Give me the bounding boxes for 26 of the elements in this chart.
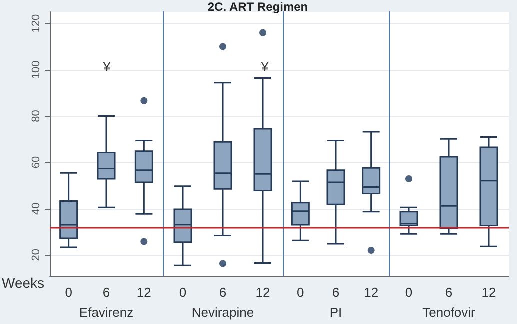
x-tick-label: 0 xyxy=(179,285,187,300)
y-tick-label: 40 xyxy=(30,202,42,215)
x-tick-label: 6 xyxy=(445,285,453,300)
y-tick-label: 100 xyxy=(30,60,42,80)
x-tick-label: 12 xyxy=(256,285,270,300)
y-tick-label: 20 xyxy=(30,249,42,262)
x-tick-label: 0 xyxy=(297,285,304,300)
x-tick-label: 0 xyxy=(65,285,72,300)
y-tick-label: 80 xyxy=(30,110,42,122)
x-tick-label: 6 xyxy=(332,285,340,300)
x-tick-label: 12 xyxy=(136,285,152,300)
x-tick-label: 12 xyxy=(482,285,496,300)
y-tick-label: 120 xyxy=(30,14,42,33)
x-axis-title: Tenofovir xyxy=(422,305,476,320)
annotation: ¥ xyxy=(260,60,270,74)
x-axis-title: Efavirenz xyxy=(79,305,134,320)
text: Weeks xyxy=(2,275,45,291)
x-tick-label: 6 xyxy=(219,285,227,300)
annotation: ¥ xyxy=(102,60,112,74)
x-tick-label: 6 xyxy=(102,285,110,300)
x-tick-label: 0 xyxy=(405,285,413,300)
x-tick-label: 12 xyxy=(364,285,379,300)
y-tick-label: 60 xyxy=(30,156,42,169)
chart-title: 2C. ART Regimen xyxy=(206,0,310,14)
x-axis-title: PI xyxy=(330,305,342,320)
x-axis-title: Nevirapine xyxy=(192,305,254,320)
